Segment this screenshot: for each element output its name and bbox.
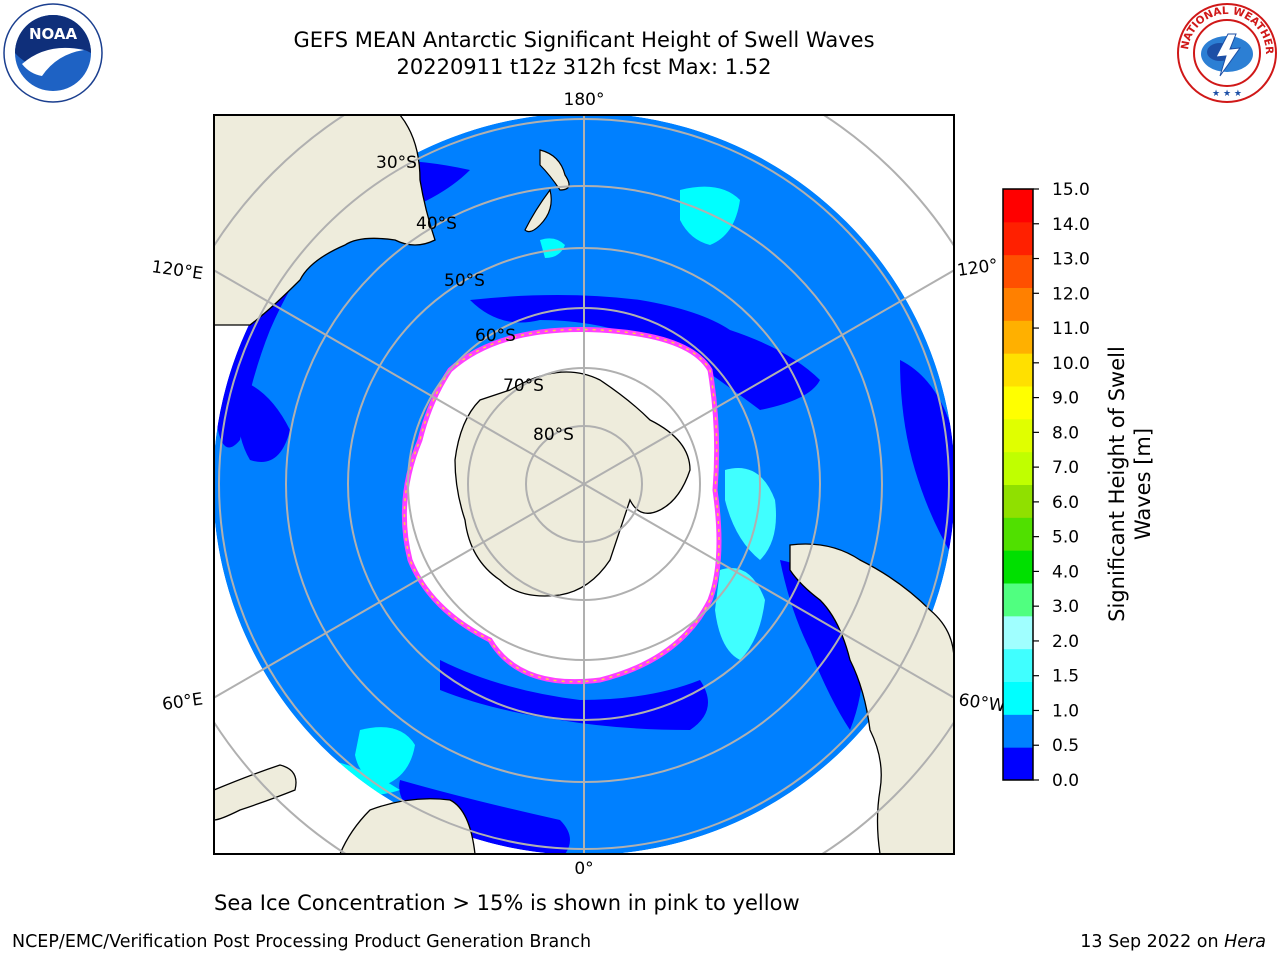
latitude-labels: 30°S 40°S 50°S 60°S 70°S 80°S — [376, 153, 574, 445]
colorbar-swatch — [1003, 747, 1033, 781]
colorbar-tick-label: 14.0 — [1052, 215, 1090, 235]
colorbar-tick-label: 4.0 — [1052, 562, 1079, 582]
antarctica — [454, 371, 691, 597]
colorbar-swatch — [1003, 320, 1033, 354]
svg-text:120°E: 120°E — [150, 257, 204, 284]
colorbar-label-line1: Significant Height of Swell — [1105, 346, 1129, 622]
colorbar-tick-label: 6.0 — [1052, 493, 1079, 513]
svg-text:60°W: 60°W — [957, 690, 1006, 716]
colorbar-swatch — [1003, 451, 1033, 485]
footer-host: Hera — [1224, 932, 1266, 952]
longitude-grid — [214, 115, 954, 854]
footer-date: 13 Sep 2022 on Hera — [1080, 932, 1266, 952]
colorbar-tick-label: 8.0 — [1052, 423, 1079, 443]
colorbar-swatch — [1003, 353, 1033, 387]
colorbar-tick-label: 1.0 — [1052, 701, 1079, 721]
map-title: GEFS MEAN Antarctic Significant Height o… — [293, 28, 875, 52]
svg-text:70°S: 70°S — [503, 376, 544, 396]
svg-text:30°S: 30°S — [376, 153, 417, 173]
colorbar-tick-label: 0.5 — [1052, 736, 1079, 756]
colorbar-tick-label: 10.0 — [1052, 354, 1090, 374]
colorbar-tick-label: 9.0 — [1052, 389, 1079, 409]
svg-text:50°S: 50°S — [444, 271, 485, 291]
colorbar-swatch — [1003, 583, 1033, 617]
colorbar-swatch — [1003, 418, 1033, 453]
colorbar-swatch — [1003, 254, 1033, 288]
colorbar-swatch — [1003, 484, 1033, 518]
australia — [214, 115, 436, 326]
noaa-logo-text: NOAA — [29, 25, 78, 43]
colorbar-tick-label: 2.0 — [1052, 632, 1079, 652]
colorbar-swatch — [1003, 386, 1033, 420]
colorbar-tick-label: 3.0 — [1052, 597, 1079, 617]
colorbar-tick-label: 13.0 — [1052, 250, 1090, 270]
colorbar-tick-label: 15.0 — [1052, 180, 1090, 200]
colorbar-label-line2: Waves [m] — [1131, 428, 1155, 540]
svg-text:0°: 0° — [574, 859, 593, 879]
svg-text:180°: 180° — [564, 90, 605, 110]
nws-logo: NATIONAL WEATHER SERVICE ★ ★ ★ — [1176, 2, 1277, 103]
map-area — [214, 115, 954, 854]
footer-credit: NCEP/EMC/Verification Post Processing Pr… — [12, 932, 592, 952]
colorbar-swatch — [1003, 615, 1033, 650]
africa — [339, 798, 476, 854]
longitude-labels: 180° 0° 120°E 60°E 120° 60°W — [150, 90, 1006, 879]
colorbar-swatch — [1003, 681, 1033, 715]
colorbar-tick-label: 1.5 — [1052, 667, 1079, 687]
colorbar-swatch — [1003, 648, 1033, 682]
colorbar-swatch — [1003, 287, 1033, 321]
colorbar-swatch — [1003, 189, 1033, 223]
noaa-logo: NOAA — [3, 3, 103, 103]
svg-text:60°E: 60°E — [161, 689, 204, 714]
swell-patch — [680, 186, 740, 245]
colorbar-swatch — [1003, 221, 1033, 256]
colorbar-tick-label: 11.0 — [1052, 319, 1090, 339]
svg-text:★ ★ ★: ★ ★ ★ — [1212, 89, 1242, 99]
svg-text:60°S: 60°S — [475, 326, 516, 346]
map-subtitle: 20220911 t12z 312h fcst Max: 1.52 — [396, 55, 772, 79]
colorbar-tick-label: 12.0 — [1052, 284, 1090, 304]
svg-text:40°S: 40°S — [416, 214, 457, 234]
colorbar-swatch — [1003, 550, 1033, 584]
colorbar: 0.0 0.5 1.0 1.5 2.0 3.0 4.0 5.0 6.0 7.0 8.0 9.0 10.0… — [1002, 180, 1090, 791]
colorbar-tick-label: 7.0 — [1052, 458, 1079, 478]
colorbar-swatch — [1003, 517, 1033, 551]
colorbar-swatch — [1003, 714, 1033, 748]
svg-text:80°S: 80°S — [533, 425, 574, 445]
caption: Sea Ice Concentration > 15% is shown in … — [214, 891, 800, 915]
madagascar — [214, 764, 297, 821]
map-frame — [213, 114, 955, 855]
colorbar-tick-label: 5.0 — [1052, 528, 1079, 548]
svg-text:120°: 120° — [956, 255, 999, 281]
colorbar-tick-label: 0.0 — [1052, 771, 1079, 791]
